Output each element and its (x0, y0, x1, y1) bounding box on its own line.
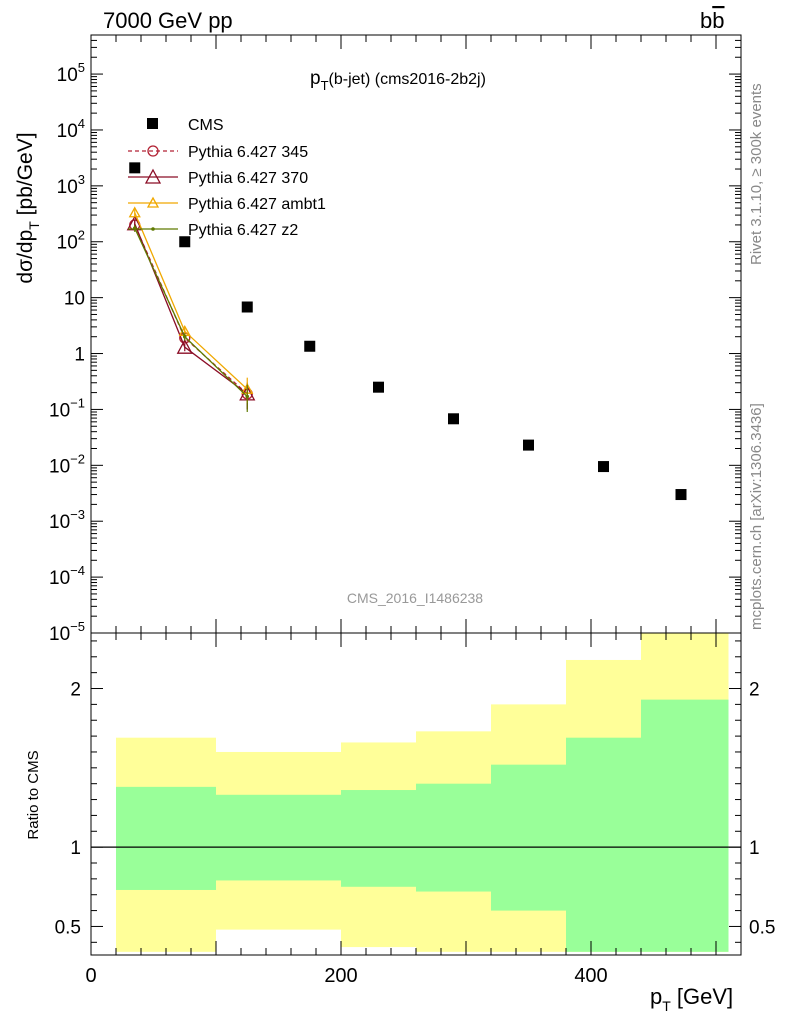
legend-label-345: Pythia 6.427 345 (188, 144, 308, 161)
ratio-band-inner (216, 794, 341, 881)
ratio-y-tick-label-right: 0.5 (749, 917, 775, 938)
ratio-band-inner (116, 786, 216, 890)
series-point (182, 334, 187, 339)
cms-data-point (675, 489, 687, 501)
y-tick-label: 10−4 (49, 563, 85, 589)
cms-data-point (179, 236, 191, 248)
legend-marker-z2 (151, 227, 155, 231)
legend-label-370: Pythia 6.427 370 (188, 170, 308, 187)
series-point (128, 206, 141, 218)
legend-marker-345 (147, 145, 159, 157)
series-line (134, 224, 248, 395)
cms-data-point (373, 381, 384, 393)
cms-data-point (523, 439, 534, 451)
y-tick-label: 102 (57, 228, 85, 254)
ratio-y-tick-label-right: 2 (749, 680, 760, 701)
x-tick-label: 200 (324, 965, 357, 987)
ratio-y-tick-label-right: 1 (749, 838, 760, 859)
ratio-y-label: Ratio to CMS (25, 750, 42, 839)
series-point (245, 394, 250, 399)
y-tick-label: 1 (74, 345, 85, 366)
cms-data-point (129, 162, 141, 174)
ratio-band-inner (416, 783, 491, 892)
y-tick-label: 105 (57, 60, 85, 86)
series-line (134, 223, 248, 395)
ratio-band-inner (566, 737, 641, 952)
legend-label-cms: CMS (188, 117, 224, 134)
legend-marker-cms (147, 118, 158, 129)
ratio-y-tick-label: 0.5 (55, 917, 81, 938)
analysis-watermark: CMS_2016_I1486238 (347, 590, 483, 606)
legend-label-ambt1: Pythia 6.427 ambt1 (188, 196, 326, 213)
y-tick-label: 10 (64, 289, 85, 310)
y-tick-label: 103 (57, 172, 85, 198)
cms-data-point (304, 340, 316, 352)
x-tick-label: 400 (574, 965, 607, 987)
ratio-y-tick-label: 2 (70, 680, 81, 701)
legend-marker-ambt1 (146, 196, 160, 208)
rivet-label: Rivet 3.1.10, ≥ 300k events (748, 83, 765, 265)
ratio-band-inner (341, 790, 416, 887)
cms-data-point (448, 413, 459, 425)
ratio-band-inner (491, 764, 566, 911)
x-tick-label: 0 (85, 965, 96, 987)
header-left: 7000 GeV pp (103, 8, 233, 33)
cms-data-point (598, 461, 609, 473)
ratio-y-tick-label: 1 (70, 838, 81, 859)
ratio-plot: 0 200 400 0.5 0.5 1 1 2 2 (55, 632, 775, 987)
x-axis-label: pT [GeV] (650, 984, 733, 1014)
cms-data-point (241, 301, 253, 313)
legend: CMS Pythia 6.427 345 Pythia 6.427 370 Py… (128, 117, 326, 239)
header-right: bb (700, 8, 725, 33)
ratio-band-inner (641, 699, 729, 952)
legend-marker-370 (144, 168, 162, 184)
y-tick-label: 10−5 (49, 619, 85, 645)
chart-title: pT(b-jet) (cms2016-2b2j) (310, 68, 486, 93)
series-point (176, 338, 193, 354)
series-line (134, 212, 248, 390)
y-tick-label: 10−3 (49, 507, 85, 533)
y-tick-label: 10−1 (49, 395, 85, 421)
y-axis-label: dσ/dpT [pb/GeV] (14, 132, 42, 283)
legend-label-z2: Pythia 6.427 z2 (188, 222, 298, 239)
y-tick-label: 104 (57, 116, 85, 142)
y-tick-label: 10−2 (49, 451, 85, 477)
mcplots-label: mcplots.cern.ch [arXiv:1306.3436] (748, 403, 765, 630)
